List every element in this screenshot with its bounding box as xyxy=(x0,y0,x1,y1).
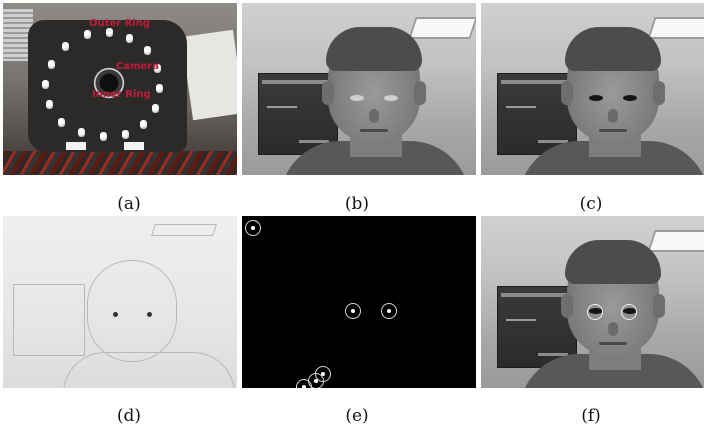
ear xyxy=(322,81,334,105)
caption-a: (a) xyxy=(117,194,141,214)
caption-b: (b) xyxy=(344,194,370,214)
hair xyxy=(565,27,661,71)
hardware-photo: Outer Ring Camera Inner Ring xyxy=(3,3,237,175)
ear xyxy=(414,81,426,105)
outer-led xyxy=(154,64,161,73)
pupil-dot xyxy=(147,312,152,317)
outer-led xyxy=(152,104,159,113)
detected-pupil-ring xyxy=(621,304,637,320)
outer-led xyxy=(62,42,69,51)
cables xyxy=(3,151,237,175)
inner-ring-label: Inner Ring xyxy=(92,89,151,100)
nose xyxy=(608,322,618,336)
pupil-dot xyxy=(113,312,118,317)
outer-led xyxy=(122,130,129,139)
pupil-candidates-image xyxy=(242,216,476,388)
detected-pupil-ring xyxy=(587,304,603,320)
mouth xyxy=(599,129,627,132)
eye-dark xyxy=(623,95,637,101)
ear xyxy=(561,294,573,318)
candidate-blob xyxy=(381,303,397,319)
outer-led xyxy=(156,84,163,93)
face-image-detected xyxy=(481,216,704,388)
led-board: Outer Ring Camera Inner Ring xyxy=(28,18,187,152)
outer-led xyxy=(144,46,151,55)
poster xyxy=(497,286,577,368)
head-outline xyxy=(87,260,177,362)
eye-bright xyxy=(350,95,364,101)
outer-led xyxy=(58,118,65,127)
face-image-bright-pupil xyxy=(242,3,476,175)
eye-dark xyxy=(589,95,603,101)
ceiling-light xyxy=(647,17,704,39)
board-tab xyxy=(124,142,144,150)
eye-bright xyxy=(384,95,398,101)
camera-label: Camera xyxy=(116,61,159,72)
ear xyxy=(653,294,665,318)
ceiling-light xyxy=(408,17,476,39)
outer-led xyxy=(46,100,53,109)
outer-led xyxy=(78,128,85,137)
caption-c: (c) xyxy=(579,194,603,214)
light-outline xyxy=(151,224,217,236)
hair xyxy=(565,240,661,284)
ear xyxy=(653,81,665,105)
paper-sheet xyxy=(181,29,237,121)
outer-led xyxy=(106,28,113,37)
outer-led xyxy=(84,30,91,39)
candidate-blob xyxy=(296,379,312,388)
ear xyxy=(561,81,573,105)
caption-d: (d) xyxy=(116,406,142,426)
nose xyxy=(608,109,618,123)
board-tab xyxy=(66,142,86,150)
outer-ring-label: Outer Ring xyxy=(89,18,151,29)
hair xyxy=(326,27,422,71)
face-image-dark-pupil xyxy=(481,3,704,175)
outer-led xyxy=(126,34,133,43)
caption-e: (e) xyxy=(345,406,369,426)
outer-led xyxy=(48,60,55,69)
mouth xyxy=(599,342,627,345)
poster-outline xyxy=(13,284,85,356)
outer-led xyxy=(100,132,107,141)
mouth xyxy=(360,129,388,132)
candidate-blob xyxy=(345,303,361,319)
outer-led xyxy=(42,80,49,89)
camera-lens xyxy=(92,66,126,100)
ceiling-light xyxy=(647,230,704,252)
candidate-blob xyxy=(245,220,261,236)
caption-f: (f) xyxy=(581,406,601,426)
outer-led xyxy=(140,120,147,129)
difference-image xyxy=(3,216,237,388)
nose xyxy=(369,109,379,123)
